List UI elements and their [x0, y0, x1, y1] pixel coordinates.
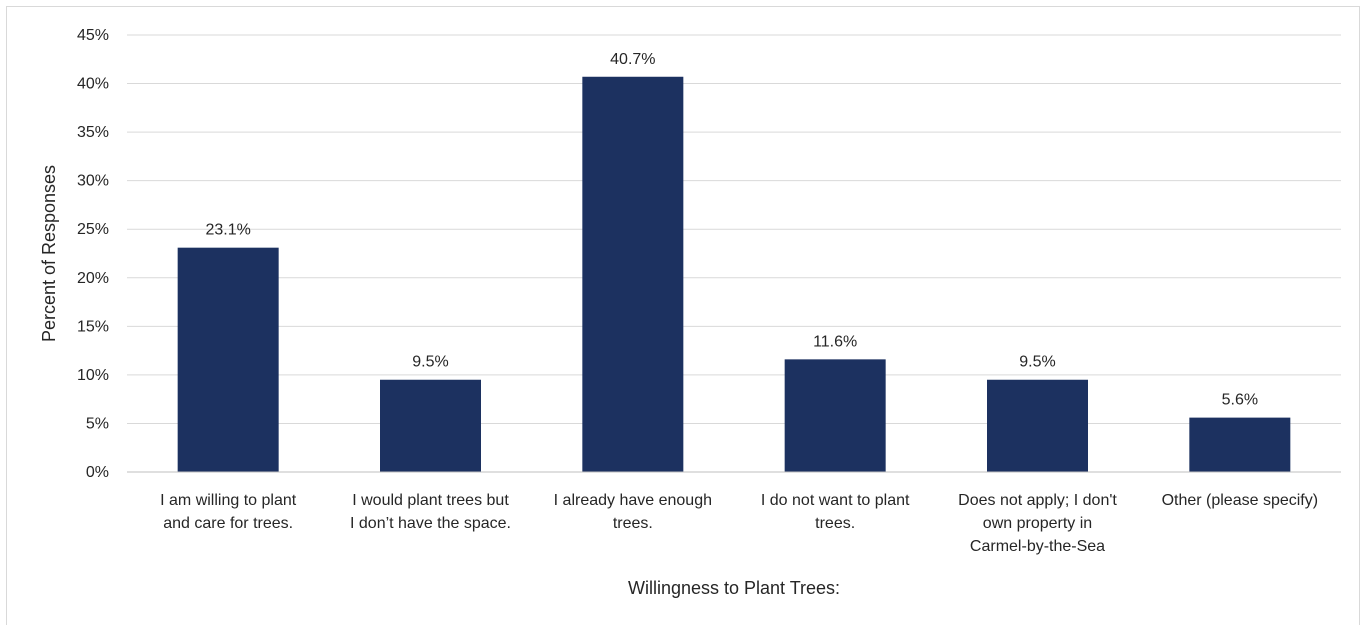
y-tick-label: 20%: [77, 270, 109, 287]
chart-frame: 23.1% 9.5% 40.7% 11.6% 9.5% 5.6% 0% 5% 10% 15% 20…: [6, 6, 1360, 625]
x-tick-label: trees.: [815, 515, 855, 532]
x-axis-title: Willingness to Plant Trees:: [628, 578, 840, 598]
data-label: 23.1%: [205, 222, 250, 239]
x-tick-label: I don’t have the space.: [350, 515, 511, 532]
y-tick-label: 10%: [77, 367, 109, 384]
data-labels: 23.1% 9.5% 40.7% 11.6% 9.5% 5.6%: [205, 51, 1258, 409]
bar: [177, 247, 279, 472]
y-tick-label: 45%: [77, 27, 109, 44]
data-label: 9.5%: [412, 354, 448, 371]
y-tick-label: 40%: [77, 76, 109, 93]
bar-chart: 23.1% 9.5% 40.7% 11.6% 9.5% 5.6% 0% 5% 10% 15% 20…: [39, 27, 1341, 598]
x-tick-label: and care for trees.: [163, 515, 293, 532]
bar: [380, 379, 481, 472]
y-tick-label: 5%: [86, 415, 109, 432]
data-label: 40.7%: [610, 51, 655, 68]
bar: [987, 379, 1088, 472]
x-tick-label: Other (please specify): [1162, 492, 1319, 509]
y-tick-label: 15%: [77, 318, 109, 335]
data-label: 11.6%: [813, 333, 857, 350]
x-tick-label: I would plant trees but: [352, 492, 509, 509]
y-tick-label: 30%: [77, 173, 109, 190]
y-axis-title: Percent of Responses: [39, 165, 59, 342]
bars: [177, 76, 1291, 472]
x-tick-label: I am willing to plant: [160, 492, 297, 509]
y-tick-label: 25%: [77, 221, 109, 238]
x-tick-label: Does not apply; I don't: [958, 492, 1117, 509]
x-tick-label: trees.: [613, 515, 653, 532]
bar: [1189, 417, 1291, 472]
x-tick-label: I do not want to plant: [761, 492, 910, 509]
y-tick-label: 35%: [77, 124, 109, 141]
data-label: 9.5%: [1019, 354, 1055, 371]
data-label: 5.6%: [1222, 392, 1258, 409]
x-tick-label: Carmel-by-the-Sea: [970, 538, 1105, 555]
y-axis-ticks: 0% 5% 10% 15% 20% 25% 30% 35% 40% 45%: [77, 27, 109, 481]
bar: [582, 76, 684, 472]
y-tick-label: 0%: [86, 464, 109, 481]
bar: [784, 359, 886, 472]
gridlines: [127, 34, 1341, 424]
x-axis-ticks: I am willing to plant and care for trees.…: [160, 492, 1318, 555]
x-tick-label: own property in: [983, 515, 1092, 532]
x-tick-label: I already have enough: [554, 492, 712, 509]
